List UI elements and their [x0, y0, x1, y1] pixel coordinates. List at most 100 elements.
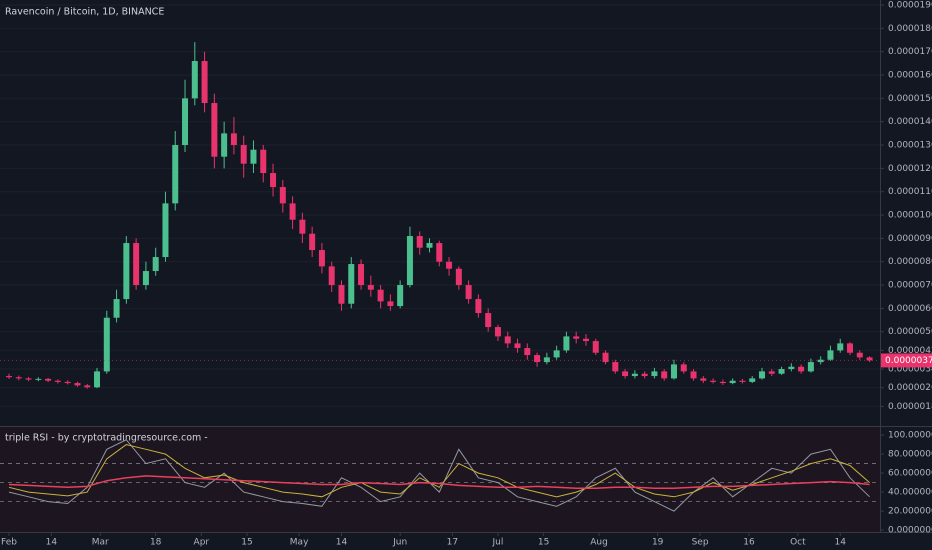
candle-body — [211, 103, 218, 157]
y-tick-label: 0.00001800 — [888, 24, 932, 34]
y-tick-label: 0.00000600 — [888, 304, 932, 314]
x-tick-label: 15 — [538, 538, 549, 548]
candle-body — [5, 376, 12, 378]
y-tick-label: 0.00000000 — [888, 526, 932, 536]
candle-body — [162, 203, 169, 258]
y-tick-label: 20.00000000 — [888, 507, 932, 517]
rsi-line — [8, 475, 870, 490]
y-tick-label: 0.00001500 — [888, 94, 932, 104]
candle-body — [250, 149, 257, 164]
y-tick-label: 0.00000500 — [888, 327, 932, 337]
y-tick-label: 0.00001200 — [888, 164, 932, 174]
x-tick-label: Jun — [392, 538, 407, 548]
x-tick-label: Feb — [1, 538, 17, 548]
candle-body — [827, 350, 834, 360]
candle-body — [103, 317, 110, 372]
y-tick-label: 0.00000260 — [888, 383, 932, 393]
rsi-line — [8, 444, 870, 498]
candle-body — [612, 362, 619, 372]
candle-body — [485, 313, 492, 328]
indicator-pane — [0, 427, 880, 532]
x-tick-label: Oct — [790, 538, 806, 548]
y-tick-label: 0.00000180 — [888, 402, 932, 412]
candle-body — [798, 366, 805, 372]
candle-body — [45, 378, 52, 381]
candle-body — [739, 380, 746, 382]
candle-body — [270, 173, 277, 188]
candle-body — [328, 266, 335, 286]
candle-body — [426, 243, 433, 248]
candle-body — [446, 261, 453, 269]
y-tick-label: 0.00001400 — [888, 117, 932, 127]
x-tick-label: Sep — [692, 538, 709, 548]
candle-body — [866, 357, 873, 361]
candle-body — [406, 236, 413, 286]
candle-body — [25, 378, 32, 380]
candle-body — [309, 233, 316, 251]
candle-body — [475, 299, 482, 314]
candle-body — [680, 364, 687, 372]
candle-body — [710, 380, 717, 382]
y-tick-label: 0.00001900 — [888, 1, 932, 11]
candle-body — [142, 271, 149, 286]
candle-body — [563, 336, 570, 351]
y-tick-label: 0.00000900 — [888, 234, 932, 244]
candle-body — [622, 371, 629, 377]
y-tick-label: 0.00000800 — [888, 257, 932, 267]
y-tick-label: 0.00000340 — [888, 365, 932, 375]
candle-body — [534, 355, 541, 363]
candle-body — [631, 373, 638, 377]
candle-body — [387, 301, 394, 307]
candle-body — [602, 352, 609, 363]
candle-body — [465, 285, 472, 300]
x-tick-label: Jul — [492, 538, 504, 548]
candle-body — [582, 338, 589, 342]
candle-body — [191, 61, 198, 99]
y-tick-label: 100.00000000 — [888, 431, 932, 441]
candle-body — [553, 350, 560, 358]
candle-body — [661, 371, 668, 379]
candle-body — [338, 285, 345, 304]
x-tick-label: 16 — [743, 538, 755, 548]
x-tick-label: 18 — [150, 538, 162, 548]
candle-body — [289, 203, 296, 220]
x-tick-label: May — [290, 538, 309, 548]
candle-body — [54, 380, 61, 382]
candle-body — [700, 378, 707, 381]
rsi-line — [8, 439, 870, 512]
x-tick-label: Aug — [590, 538, 608, 548]
y-tick-label: 60.00000000 — [888, 469, 932, 479]
candle-body — [367, 285, 374, 290]
candle-body — [172, 145, 179, 204]
candle-body — [133, 243, 140, 286]
y-tick-label: 0.00001100 — [888, 187, 932, 197]
candle-body — [15, 377, 22, 379]
candle-body — [573, 336, 580, 339]
candle-body — [524, 348, 531, 356]
candle-body — [152, 257, 159, 272]
candle-body — [455, 268, 462, 286]
y-tick-label: 40.00000000 — [888, 488, 932, 498]
candle-body — [94, 371, 101, 388]
candle-body — [64, 381, 71, 384]
x-tick-label: 15 — [241, 538, 252, 548]
candle-body — [279, 187, 286, 204]
candle-body — [719, 381, 726, 384]
candle-body — [240, 145, 247, 164]
candle-body — [182, 98, 189, 146]
y-tick-label: 0.00000700 — [888, 281, 932, 291]
candle-body — [729, 380, 736, 384]
candle-body — [807, 362, 814, 372]
chart-title: Ravencoin / Bitcoin, 1D, BINANCE — [5, 7, 164, 18]
candle-body — [201, 61, 208, 104]
candle-body — [74, 383, 81, 386]
candle-body — [299, 219, 306, 234]
candle-body — [377, 289, 384, 302]
candle-body — [358, 264, 365, 286]
candle-body — [758, 371, 765, 379]
candle-body — [778, 369, 785, 374]
x-tick-label: 17 — [447, 538, 458, 548]
y-tick-label: 0.00001600 — [888, 71, 932, 81]
